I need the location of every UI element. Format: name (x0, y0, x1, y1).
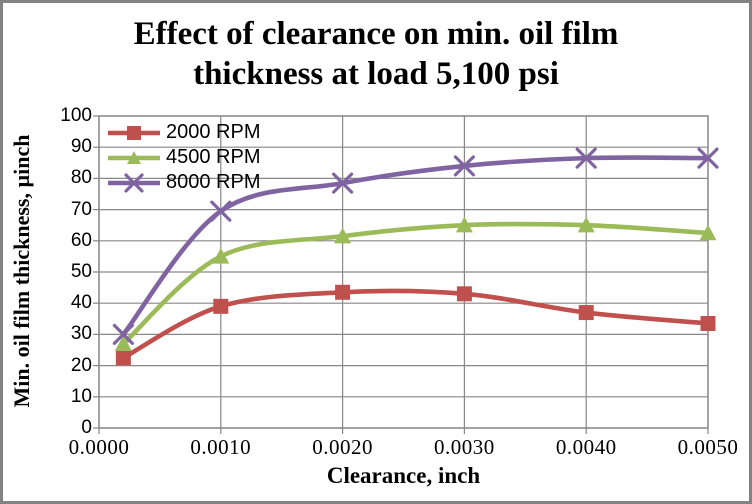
marker-x (332, 172, 354, 194)
y-tick-label: 10 (70, 385, 92, 407)
x-axis-title: Clearance, inch (326, 463, 481, 488)
marker-square (213, 298, 229, 314)
legend-key (108, 150, 160, 164)
plot-area (93, 115, 719, 434)
marker-square (335, 284, 351, 300)
marker-square (127, 125, 141, 140)
series-4500-rpm (114, 216, 717, 351)
marker-square (700, 315, 716, 331)
legend: 2000 RPM 4500 RPM 8000 RPM (108, 120, 261, 195)
y-tick-label: 60 (70, 229, 92, 251)
y-tick-label: 0 (81, 417, 92, 438)
marker-triangle (699, 224, 717, 241)
x-tick-label: 0.0040 (555, 435, 617, 459)
series-line (121, 221, 711, 347)
y-tick-label: 70 (70, 198, 92, 220)
legend-label: 2000 RPM (166, 121, 261, 143)
marker-x (453, 155, 475, 177)
y-tick-label: 30 (70, 323, 92, 345)
y-axis-title: Min. oil film thickness, µinch (9, 134, 34, 408)
chart-title-line1: Effect of clearance on min. oil film (133, 16, 619, 52)
marker-triangle (577, 216, 595, 233)
x-tick-label: 0.0020 (312, 435, 373, 459)
series-line (121, 155, 711, 337)
marker-triangle (212, 247, 230, 264)
x-tick-label: 0.0010 (190, 435, 252, 459)
y-tick-label: 40 (70, 292, 92, 314)
chart-title: Effect of clearance on min. oil film thi… (0, 14, 752, 94)
series-8000-rpm (112, 147, 719, 345)
marker-square (115, 350, 131, 366)
series-line (121, 288, 711, 361)
marker-x (112, 323, 134, 345)
marker-triangle (455, 216, 473, 233)
legend-key (108, 172, 160, 193)
series-2000-rpm (115, 284, 716, 366)
legend-item-4500-rpm: 4500 RPM (108, 145, 261, 170)
y-tick-label: 50 (70, 261, 92, 282)
marker-triangle (334, 227, 352, 244)
x-tick-label: 0.0030 (434, 435, 495, 459)
legend-item-8000-rpm: 8000 RPM (108, 170, 261, 195)
plot-border (98, 115, 709, 429)
marker-x (575, 147, 597, 169)
marker-square (456, 286, 472, 302)
marker-triangle (127, 150, 141, 164)
legend-item-2000-rpm: 2000 RPM (108, 120, 261, 145)
y-tick-label: 90 (70, 136, 92, 158)
marker-x (124, 172, 144, 193)
legend-label: 4500 RPM (166, 146, 261, 168)
legend-label: 8000 RPM (166, 171, 261, 193)
legend-key (108, 125, 160, 140)
chart-title-line2: thickness at load 5,100 psi (193, 56, 559, 92)
marker-x (210, 200, 232, 222)
x-tick-label: 0.0000 (68, 435, 130, 459)
marker-x (697, 147, 719, 169)
y-tick-label: 80 (70, 167, 92, 189)
x-tick-label: 0.0050 (677, 435, 739, 459)
y-tick-label: 20 (70, 354, 92, 376)
marker-square (578, 305, 594, 321)
y-tick-label: 100 (60, 105, 92, 126)
marker-triangle (114, 335, 132, 351)
